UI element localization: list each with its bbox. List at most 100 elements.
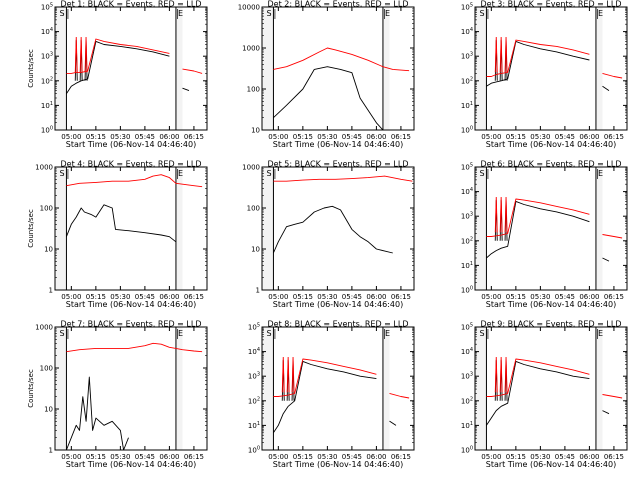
y-tick-label: 10000	[238, 4, 260, 12]
x-tick-label: 06:00	[366, 453, 386, 461]
x-tick-label: 06:00	[579, 133, 599, 141]
data-gap-region	[595, 327, 603, 450]
x-tick-label: 05:00	[481, 293, 501, 301]
start-marker-label: S	[266, 169, 271, 178]
lld-spike	[504, 357, 508, 393]
x-tick-label: 05:15	[293, 133, 313, 141]
y-tick-label: 100	[461, 286, 473, 295]
y-tick-label: 105	[248, 323, 260, 332]
x-axis-label: Start Time (06-Nov-14 04:46:40)	[273, 140, 403, 149]
lld-series-line	[66, 38, 203, 74]
lld-series-line	[273, 175, 413, 182]
x-axis-label: Start Time (06-Nov-14 04:46:40)	[66, 300, 196, 309]
y-axis-label: Counts/sec	[27, 49, 35, 88]
lld-spike	[291, 357, 295, 393]
y-tick-label: 101	[461, 101, 473, 110]
lld-series-line	[486, 198, 623, 239]
panel-title: Det 5: BLACK = Events, RED = LLD	[268, 160, 409, 169]
y-axis-label: Counts/sec	[27, 209, 35, 248]
x-tick-label: 06:00	[366, 293, 386, 301]
panel-title: Det 6: BLACK = Events, RED = LLD	[481, 160, 622, 169]
x-tick-label: 06:15	[604, 293, 624, 301]
events-series-line	[65, 204, 177, 243]
plot-frame	[54, 166, 208, 291]
x-tick-label: 06:15	[391, 133, 411, 141]
x-axis-label: Start Time (06-Nov-14 04:46:40)	[66, 140, 196, 149]
x-tick-label: 05:30	[530, 453, 550, 461]
x-tick-label: 05:15	[86, 453, 106, 461]
panel-title: Det 2: BLACK = Events, RED = LLD	[268, 0, 409, 9]
panel-title: Det 8: BLACK = Events, RED = LLD	[268, 320, 409, 329]
end-marker-label: E	[598, 9, 603, 18]
y-tick-label: 104	[461, 27, 473, 36]
y-tick-label: 101	[248, 421, 260, 430]
y-tick-label: 105	[41, 3, 53, 12]
x-tick-label: 05:00	[268, 133, 288, 141]
y-tick-label: 1	[49, 447, 53, 455]
lld-series-line	[273, 47, 410, 72]
x-tick-label: 06:00	[159, 133, 179, 141]
lld-series-line	[273, 358, 410, 399]
x-axis-label: Start Time (06-Nov-14 04:46:40)	[273, 300, 403, 309]
y-tick-label: 103	[461, 212, 473, 221]
lld-spike	[499, 357, 503, 393]
end-marker-label: E	[178, 169, 183, 178]
y-tick-label: 104	[248, 347, 260, 356]
x-tick-label: 05:15	[86, 133, 106, 141]
plot-frame	[474, 326, 628, 451]
y-tick-label: 1	[49, 287, 53, 295]
detector-panel-7: Det 7: BLACK = Events, RED = LLD 1 10 100 10…	[27, 320, 208, 469]
start-marker-label: S	[266, 329, 271, 338]
lld-spike	[494, 357, 498, 393]
x-tick-label: 06:15	[391, 453, 411, 461]
y-tick-label: 10	[44, 406, 53, 414]
lld-spike	[494, 37, 498, 73]
end-marker-label: E	[178, 9, 183, 18]
plot-frame	[474, 166, 628, 291]
x-tick-label: 05:15	[506, 133, 526, 141]
plot-frame	[474, 6, 628, 131]
x-tick-label: 05:15	[293, 293, 313, 301]
x-tick-label: 06:15	[604, 133, 624, 141]
x-tick-label: 05:45	[342, 293, 362, 301]
x-axis-label: Start Time (06-Nov-14 04:46:40)	[66, 460, 196, 469]
x-tick-label: 05:30	[530, 293, 550, 301]
x-tick-label: 05:30	[317, 293, 337, 301]
detector-panel-8: Det 8: BLACK = Events, RED = LLD 100 101 10…	[248, 320, 415, 469]
data-gap-region	[475, 167, 487, 290]
data-gap-region	[382, 327, 390, 450]
x-tick-label: 05:45	[342, 133, 362, 141]
lld-spike	[504, 197, 508, 233]
detector-panel-5: Det 5: BLACK = Events, RED = LLD 1 10 100 10…	[242, 160, 415, 309]
y-tick-label: 1	[256, 287, 260, 295]
x-tick-label: 05:30	[110, 133, 130, 141]
y-tick-label: 1000	[242, 45, 260, 53]
x-tick-label: 05:30	[317, 133, 337, 141]
y-tick-label: 105	[461, 323, 473, 332]
x-tick-label: 06:00	[579, 453, 599, 461]
start-marker-label: S	[266, 9, 271, 18]
y-tick-label: 101	[41, 101, 53, 110]
start-marker-label: S	[59, 329, 64, 338]
y-tick-label: 101	[461, 261, 473, 270]
events-series-line	[273, 360, 397, 434]
x-tick-label: 05:30	[530, 133, 550, 141]
end-marker-label: E	[178, 329, 183, 338]
y-tick-label: 101	[461, 421, 473, 430]
lld-spike	[79, 37, 83, 73]
lld-series-line	[66, 342, 203, 353]
x-tick-label: 05:00	[61, 293, 81, 301]
start-marker-label: S	[59, 169, 64, 178]
events-series-line	[486, 200, 610, 262]
x-tick-label: 06:00	[366, 133, 386, 141]
lld-series-line	[66, 174, 203, 188]
detector-panel-6: Det 6: BLACK = Events, RED = LLD 100 101 10…	[461, 160, 628, 309]
x-tick-label: 05:45	[135, 133, 155, 141]
data-gap-region	[175, 7, 183, 130]
x-tick-label: 05:15	[86, 293, 106, 301]
y-tick-label: 103	[41, 52, 53, 61]
x-axis-label: Start Time (06-Nov-14 04:46:40)	[486, 140, 616, 149]
lld-spike	[74, 37, 78, 73]
x-tick-label: 05:00	[268, 453, 288, 461]
